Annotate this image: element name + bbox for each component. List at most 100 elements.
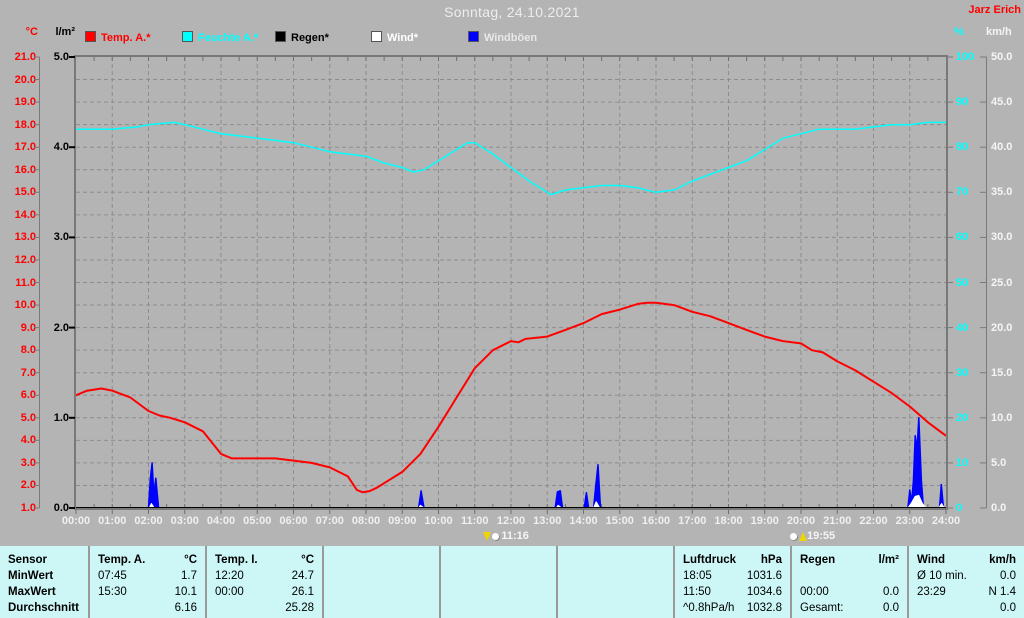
humidity-axis-header: % (954, 26, 964, 38)
legend-label: Temp. A.* (101, 32, 151, 44)
table-row: Sensor (0, 552, 88, 568)
axis-tick-label: 20 (956, 411, 969, 424)
cell-value: N 1.4 (988, 586, 1017, 598)
table-column-wind: Wind km/h Ø 10 min. 0.0 23:29 N 1.4 0.0 (907, 546, 1024, 618)
axis-tick-label: 25.0 (991, 276, 1013, 289)
axis-tick-label: 21.0 (14, 51, 36, 63)
cell-label: ^0.8hPa/h (683, 602, 735, 614)
axis-tick-label: 15.0 (14, 186, 36, 199)
axis-tick-label: 40 (956, 321, 969, 334)
axis-tick-label: 5.0 (53, 51, 69, 63)
legend-swatch-wind-icon (371, 31, 382, 42)
table-row: Ø 10 min. 0.0 (909, 568, 1024, 584)
legend-item-rain[interactable]: Regen* (275, 31, 329, 44)
axis-tick-label: 3.0 (20, 456, 36, 469)
time-tick-label: 00:00 (61, 515, 91, 527)
table-column-temp-a: Temp. A. °C 07:45 1.7 15:30 10.1 6.16 (88, 546, 205, 618)
axis-tick-label: 70 (956, 186, 969, 199)
axis-tick-label: 80 (956, 141, 969, 154)
time-tick-label: 12:00 (496, 515, 526, 527)
humidity-curve (76, 121, 946, 196)
axis-tick-label: 4.0 (20, 434, 36, 447)
humidity-axis-ticks: 100 90 80 70 60 50 40 30 20 10 0 (956, 51, 986, 514)
cell-label: 00:00 (215, 586, 244, 598)
axis-tick-label: 11.0 (15, 276, 36, 289)
cell-value: l/m² (878, 554, 899, 566)
table-row (558, 568, 673, 584)
table-row: MinWert (0, 568, 88, 584)
axis-tick-label: 8.0 (20, 344, 36, 357)
table-column (439, 546, 556, 618)
table-row: 0.0 (909, 600, 1024, 616)
time-tick-label: 03:00 (170, 515, 199, 527)
axis-tick-label: 15.0 (991, 366, 1013, 379)
time-tick-label: 10:00 (424, 515, 453, 527)
legend-label: Regen* (291, 32, 329, 44)
legend-item-temp[interactable]: Temp. A.* (85, 31, 151, 44)
time-tick-label: 07:00 (315, 515, 344, 527)
axis-tick-label: 100 (956, 51, 975, 63)
time-tick-label: 08:00 (351, 515, 381, 527)
table-column-temp-i: Temp. I. °C 12:20 24.7 00:00 26.1 25.28 (205, 546, 322, 618)
cell-value: 0.0 (1000, 602, 1016, 614)
axis-tick-label: 30 (956, 366, 969, 379)
table-row: ^0.8hPa/h 1032.8 (675, 600, 790, 616)
table-column-regen: Regen l/m² 00:00 0.0 Gesamt: 0.0 (790, 546, 907, 618)
table-row: 25.28 (207, 600, 322, 616)
time-tick-label: 21:00 (823, 515, 852, 527)
cell-label: 18:05 (683, 570, 712, 582)
table-row (558, 600, 673, 616)
table-row (324, 552, 439, 568)
legend-swatch-humidity-icon (182, 31, 193, 42)
rain-axis-header: l/m² (55, 26, 75, 38)
time-tick-label: 22:00 (859, 515, 888, 527)
time-tick-label: 11:00 (460, 515, 489, 527)
plot-area[interactable] (74, 55, 948, 510)
time-tick-label: 05:00 (243, 515, 272, 527)
axis-tick-label: 10.0 (14, 299, 36, 312)
time-tick-label: 13:00 (533, 515, 562, 527)
cell-value: 24.7 (291, 570, 314, 582)
legend-item-gusts[interactable]: Windböen (468, 31, 537, 44)
table-column (556, 546, 673, 618)
time-tick-label: 20:00 (786, 515, 816, 527)
axis-tick-label: 14.0 (14, 208, 36, 221)
wind-axis-ticks: 50.0 45.0 40.0 35.0 30.0 25.0 20.0 15.0 10.0 5.0 0… (991, 51, 1023, 514)
cell-label: Gesamt: (800, 602, 844, 614)
cell-value: 0.0 (883, 586, 899, 598)
cell-label: 07:45 (98, 570, 127, 582)
table-row (324, 584, 439, 600)
axis-tick-label: 4.0 (53, 141, 69, 154)
moonset-marker: 11:16 (483, 530, 529, 544)
table-column-luftdruck: Luftdruck hPa 18:05 1031.6 11:50 1034.6 ^0.8hP… (673, 546, 790, 618)
table-row: Gesamt: 0.0 (792, 600, 907, 616)
temp-axis-header: °C (25, 26, 38, 38)
axis-tick-label: 10 (956, 456, 969, 469)
table-row (558, 552, 673, 568)
axis-tick-label: 16.0 (14, 163, 36, 176)
axis-tick-label: 40.0 (991, 141, 1013, 154)
cell-label: 12:20 (215, 570, 244, 582)
cell-value: °C (301, 554, 314, 566)
table-row: Temp. I. °C (207, 552, 322, 568)
cell-label: Regen (800, 554, 836, 566)
gusts-curve (76, 417, 946, 508)
axis-tick-label: 0 (956, 502, 963, 514)
cell-label: Temp. I. (215, 554, 258, 566)
table-row (441, 568, 556, 584)
axis-tick-label: 7.0 (20, 366, 36, 379)
table-row (441, 584, 556, 600)
legend-item-wind[interactable]: Wind* (371, 31, 418, 44)
legend-item-humidity[interactable]: Feuchte A.* (182, 31, 258, 44)
cell-label: Temp. A. (98, 554, 146, 566)
sensor-summary-table: Sensor MinWert MaxWert Durchschnitt Temp. A.… (0, 546, 1024, 618)
arrow-up-icon (799, 531, 807, 541)
chart-canvas (76, 57, 946, 508)
axis-tick-label: 12.0 (14, 253, 36, 266)
cell-label: Ø 10 min. (917, 570, 967, 582)
axis-tick-label: 20.0 (14, 73, 36, 86)
axis-tick-label: 60 (956, 231, 969, 244)
axis-tick-label: 1.0 (53, 411, 69, 424)
temperature-curve (76, 301, 946, 494)
